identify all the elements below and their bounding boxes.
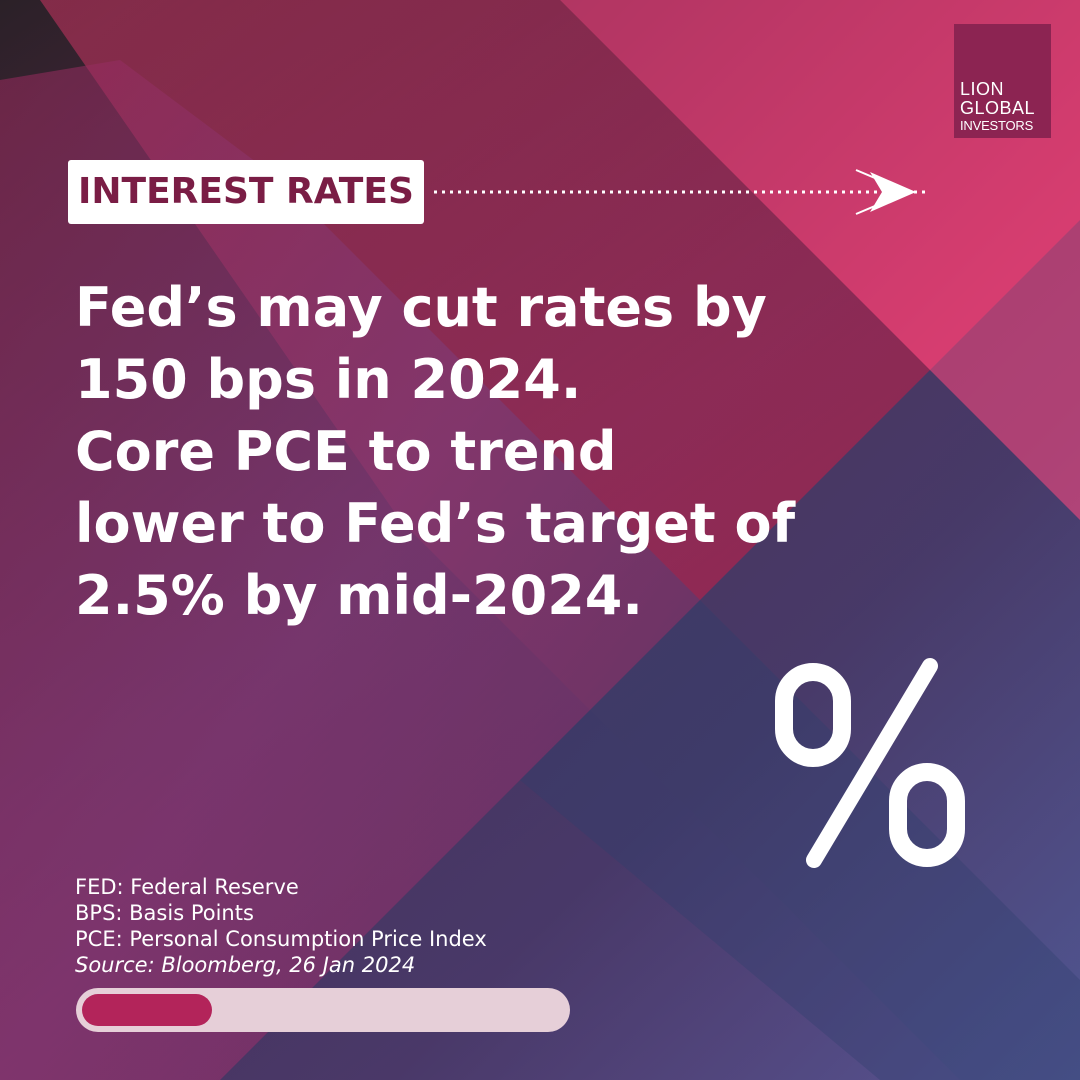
headline-line-4: lower to Fed’s target of xyxy=(75,492,796,555)
percent-icon xyxy=(775,658,965,868)
lion-global-investors-logo: LION GLOBAL INVESTORS xyxy=(954,24,1051,138)
progress-bar-fill xyxy=(82,994,212,1026)
dotted-arrow-icon xyxy=(434,169,930,215)
headline-line-1: Fed’s may cut rates by xyxy=(75,276,767,339)
footnotes: FED: Federal Reserve BPS: Basis Points P… xyxy=(75,874,487,978)
headline: Fed’s may cut rates by 150 bps in 2024. … xyxy=(75,272,875,632)
footnote-pce: PCE: Personal Consumption Price Index xyxy=(75,927,487,951)
footnote-bps: BPS: Basis Points xyxy=(75,901,254,925)
source-note: Source: Bloomberg, 26 Jan 2024 xyxy=(75,953,416,977)
headline-line-5: 2.5% by mid-2024. xyxy=(75,564,643,627)
headline-line-3: Core PCE to trend xyxy=(75,420,617,483)
logo-line-lion: LION xyxy=(960,79,1005,99)
headline-line-2: 150 bps in 2024. xyxy=(75,348,582,411)
logo-line-investors: INVESTORS xyxy=(960,118,1034,133)
progress-bar xyxy=(76,988,570,1032)
footnote-fed: FED: Federal Reserve xyxy=(75,875,299,899)
logo-line-global: GLOBAL xyxy=(960,98,1036,118)
category-tag: INTEREST RATES xyxy=(68,160,424,224)
